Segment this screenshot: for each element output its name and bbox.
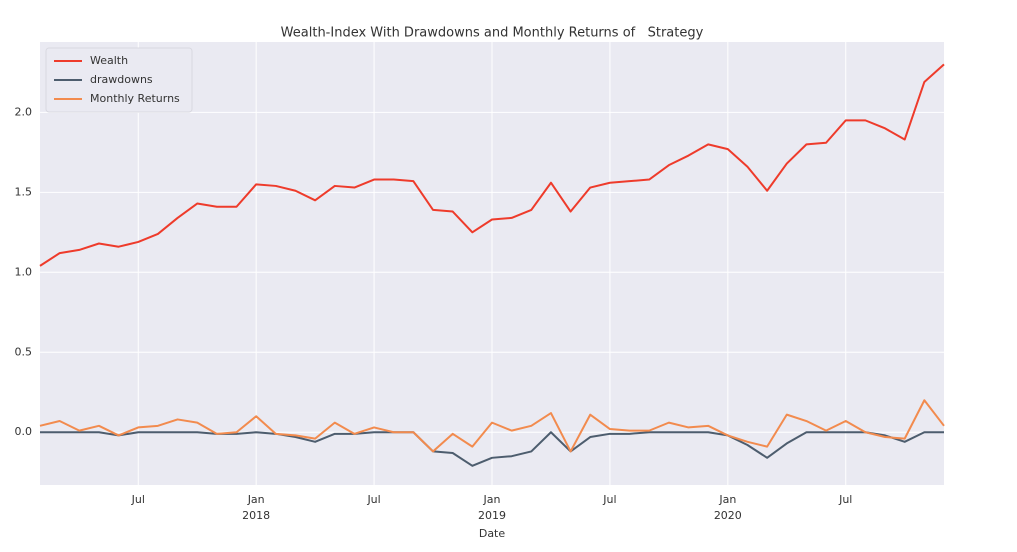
legend-box [45,47,193,113]
x-tick-label: Jul [838,493,852,506]
series-line [39,399,945,453]
series-line [40,431,944,467]
y-tick-label: 2.0 [15,105,33,118]
legend-label: drawdowns [90,73,153,86]
x-tick-label: Jul [131,493,145,506]
x-tick-label: Jan [483,493,501,506]
x-tick-label: Jul [602,493,616,506]
x-tick-year: 2019 [478,509,506,522]
chart-title: Wealth-Index With Drawdowns and Monthly … [281,26,704,41]
y-tick-label: 0.0 [15,425,33,438]
x-tick-label: Jan [247,493,265,506]
series-line [39,63,945,267]
legend-label: Wealth [90,54,128,67]
y-tick-label: 0.5 [15,345,33,358]
legend-label: Monthly Returns [90,92,180,105]
x-tick-year: 2018 [242,509,270,522]
y-tick-label: 1.0 [15,265,33,278]
x-tick-label: Jul [366,493,380,506]
x-axis-label: Date [479,527,506,540]
x-tick-label: Jan [718,493,736,506]
y-tick-label: 1.5 [15,185,33,198]
x-tick-year: 2020 [714,509,742,522]
